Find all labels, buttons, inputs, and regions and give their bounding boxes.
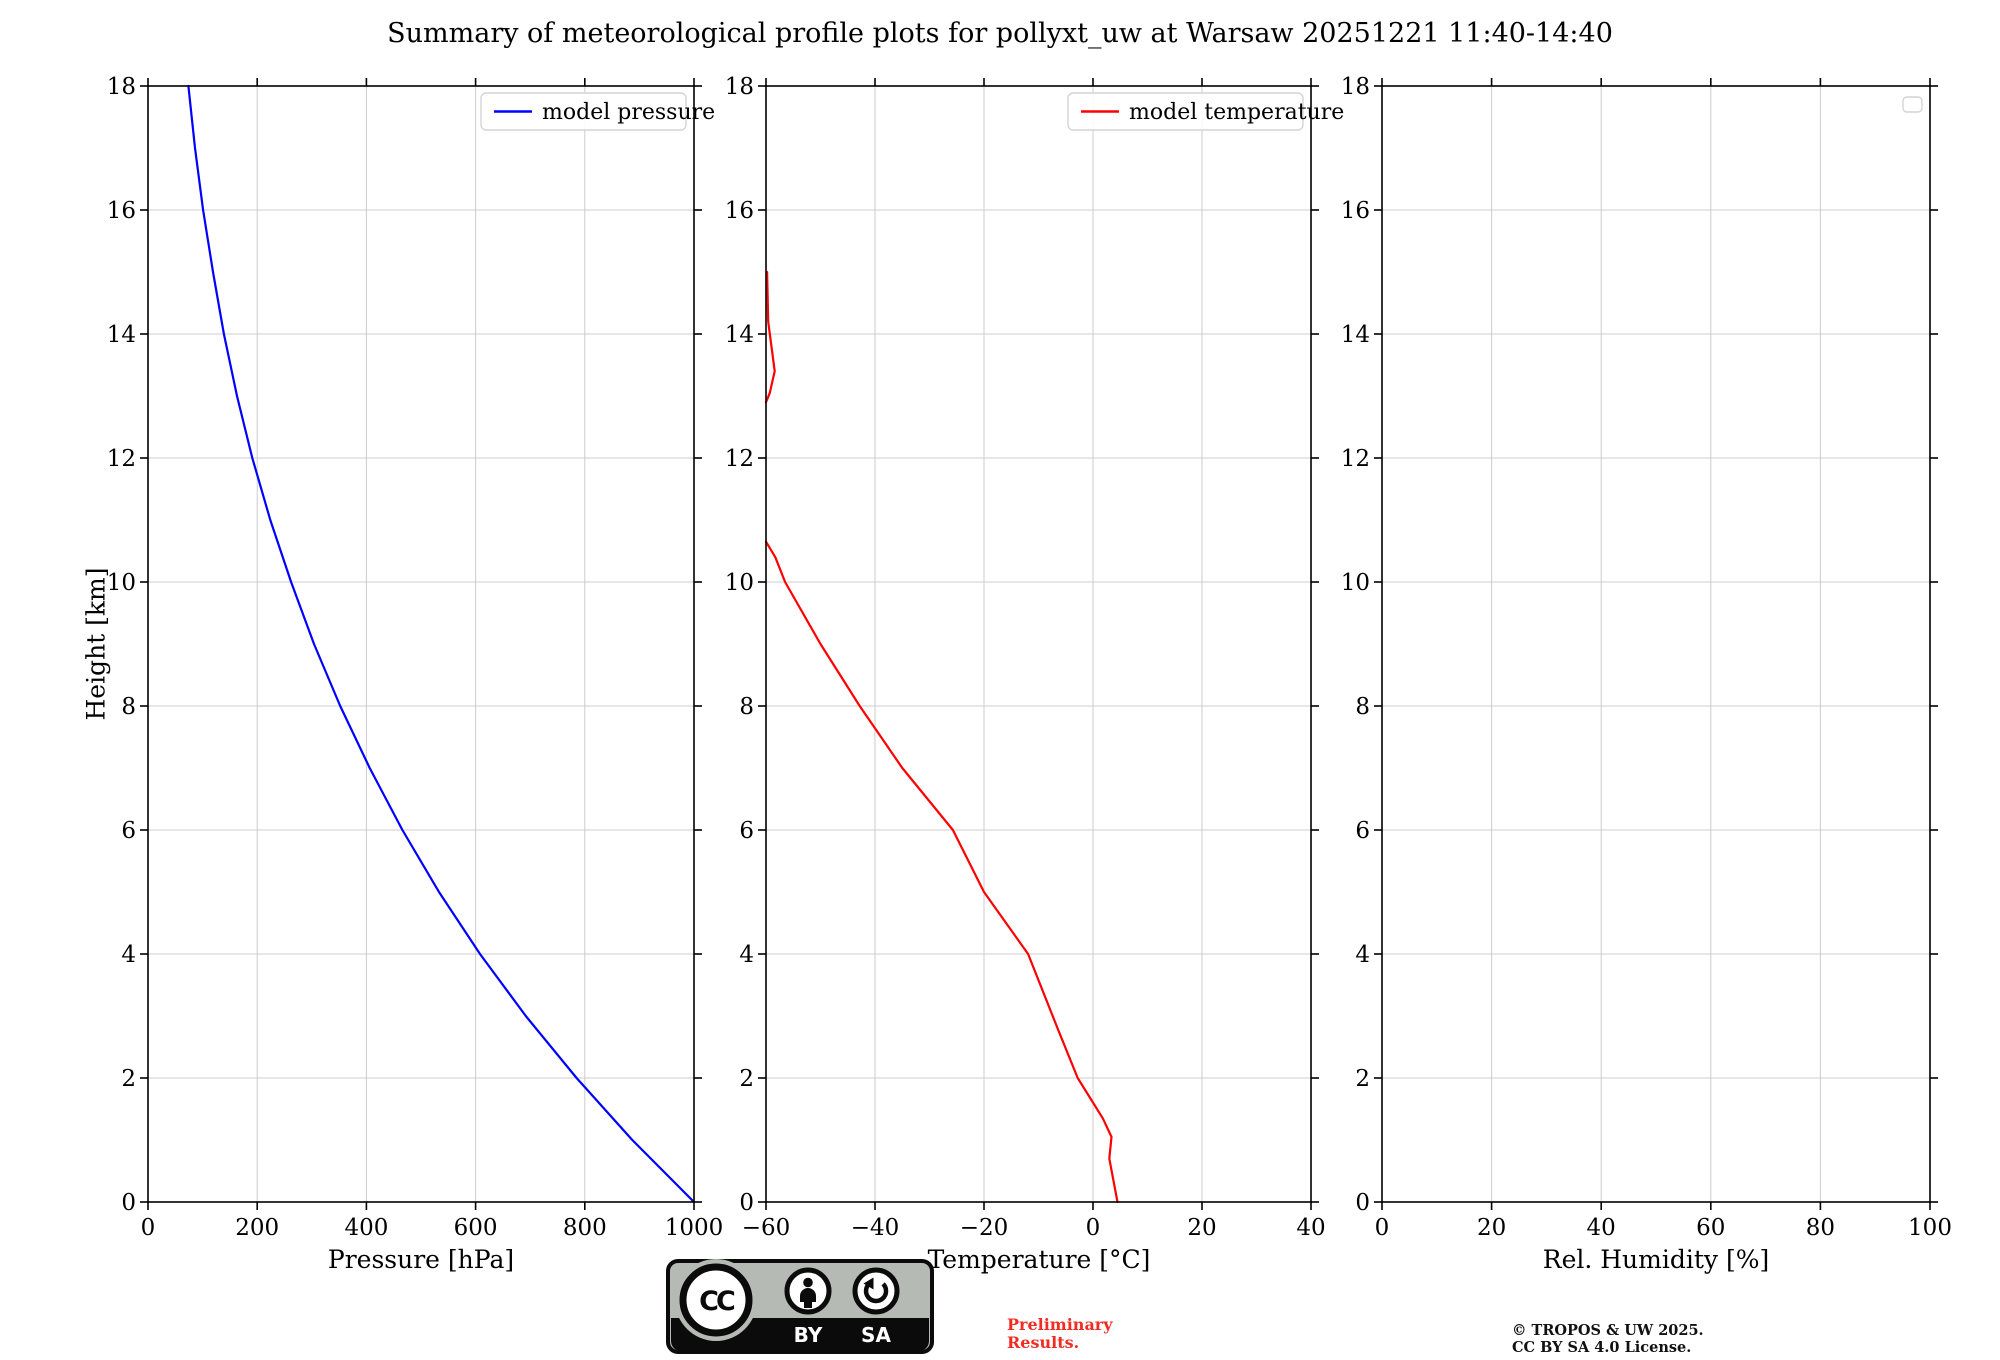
plot-frame — [765, 85, 1312, 1203]
y-tick-label: 16 — [107, 198, 136, 224]
x-tick-label: 40 — [1587, 1215, 1616, 1241]
x-tick-label: −20 — [960, 1215, 1009, 1241]
y-tick-label: 14 — [1341, 322, 1370, 348]
x-tick-label: 1000 — [665, 1215, 724, 1241]
legend-pressure: model pressure — [480, 92, 715, 131]
y-tick-label: 10 — [725, 570, 754, 596]
x-tick-label: 400 — [344, 1215, 388, 1241]
y-tick-label: 6 — [739, 818, 754, 844]
y-tick-label: 18 — [1341, 74, 1370, 100]
x-tick-label: 0 — [1375, 1215, 1390, 1241]
x-tick-label: 20 — [1477, 1215, 1506, 1241]
x-tick-label: −60 — [742, 1215, 791, 1241]
x-tick-label: 200 — [235, 1215, 279, 1241]
x-tick-label: 80 — [1806, 1215, 1835, 1241]
series-model-pressure — [187, 84, 696, 1204]
x-tick-label: 100 — [1908, 1215, 1952, 1241]
series-model-temperature — [764, 270, 1119, 1204]
cc-icon-text: CC — [699, 1286, 735, 1317]
preliminary-results-note: Preliminary Results. — [1007, 1315, 1113, 1352]
y-tick-label: 12 — [107, 446, 136, 472]
x-axis-label-humidity: Rel. Humidity [%] — [1542, 1245, 1770, 1274]
y-axis-label: Height [km] — [81, 567, 111, 721]
sa-label: SA — [861, 1323, 891, 1347]
y-tick-label: 6 — [121, 818, 136, 844]
cc-icon — [679, 1263, 753, 1337]
y-tick-label: 12 — [1341, 446, 1370, 472]
plot-pressure: 0 200 400 600 800 1000 0 2 4 6 8 10 12 14 16 18 model pr… — [107, 74, 724, 1241]
y-tick-label: 14 — [725, 322, 754, 348]
copyright-text: © TROPOS & UW 2025. CC BY SA 4.0 License… — [1512, 1322, 1704, 1356]
legend-label: model temperature — [1129, 100, 1344, 125]
y-tick-label: 8 — [739, 694, 754, 720]
y-tick-label: 18 — [725, 74, 754, 100]
sa-arrow-icon — [852, 1267, 900, 1315]
y-tick-label: 4 — [121, 942, 136, 968]
y-tick-label: 6 — [1355, 818, 1370, 844]
x-tick-label: 0 — [141, 1215, 156, 1241]
y-tick-label: 12 — [725, 446, 754, 472]
y-tick-label: 0 — [121, 1190, 136, 1216]
y-tick-label: 16 — [725, 198, 754, 224]
y-tick-label: 10 — [1341, 570, 1370, 596]
x-axis-label-temperature: Temperature [°C] — [927, 1245, 1151, 1274]
y-tick-label: 10 — [107, 570, 136, 596]
cc-by-sa-badge: CC BY SA — [666, 1259, 934, 1354]
y-tick-label: 18 — [107, 74, 136, 100]
y-tick-label: 16 — [1341, 198, 1370, 224]
legend-empty-humidity — [1902, 96, 1923, 113]
y-tick-label: 2 — [121, 1066, 136, 1092]
y-tick-label: 8 — [121, 694, 136, 720]
y-tick-label: 8 — [1355, 694, 1370, 720]
plot-temperature: −60 −40 −20 0 20 40 0 2 4 6 8 10 12 14 16 18 model tempe… — [725, 74, 1345, 1241]
copyright-line-2: CC BY SA 4.0 License. — [1512, 1339, 1692, 1357]
x-tick-label: 0 — [1086, 1215, 1101, 1241]
y-tick-label: 14 — [107, 322, 136, 348]
x-tick-label: 60 — [1696, 1215, 1725, 1241]
y-tick-label: 0 — [739, 1190, 754, 1216]
y-tick-label: 2 — [739, 1066, 754, 1092]
plot-frame — [147, 85, 695, 1203]
plot-frame — [1381, 85, 1931, 1203]
x-tick-label: −40 — [851, 1215, 900, 1241]
y-tick-label: 0 — [1355, 1190, 1370, 1216]
y-tick-label: 4 — [1355, 942, 1370, 968]
y-tick-label: 4 — [739, 942, 754, 968]
figure-title: Summary of meteorological profile plots … — [387, 18, 1613, 49]
by-label: BY — [794, 1323, 823, 1347]
x-tick-label: 800 — [563, 1215, 607, 1241]
x-tick-label: 40 — [1296, 1215, 1325, 1241]
copyright-line-1: © TROPOS & UW 2025. — [1512, 1322, 1704, 1339]
y-tick-label: 2 — [1355, 1066, 1370, 1092]
x-axis-label-pressure: Pressure [hPa] — [327, 1245, 515, 1274]
plot-humidity: 0 20 40 60 80 100 0 2 4 6 8 10 12 14 16 18 — [1341, 74, 1952, 1241]
legend-temperature: model temperature — [1067, 92, 1344, 131]
x-tick-label: 20 — [1187, 1215, 1216, 1241]
x-tick-label: 600 — [454, 1215, 498, 1241]
legend-label: model pressure — [542, 100, 715, 125]
